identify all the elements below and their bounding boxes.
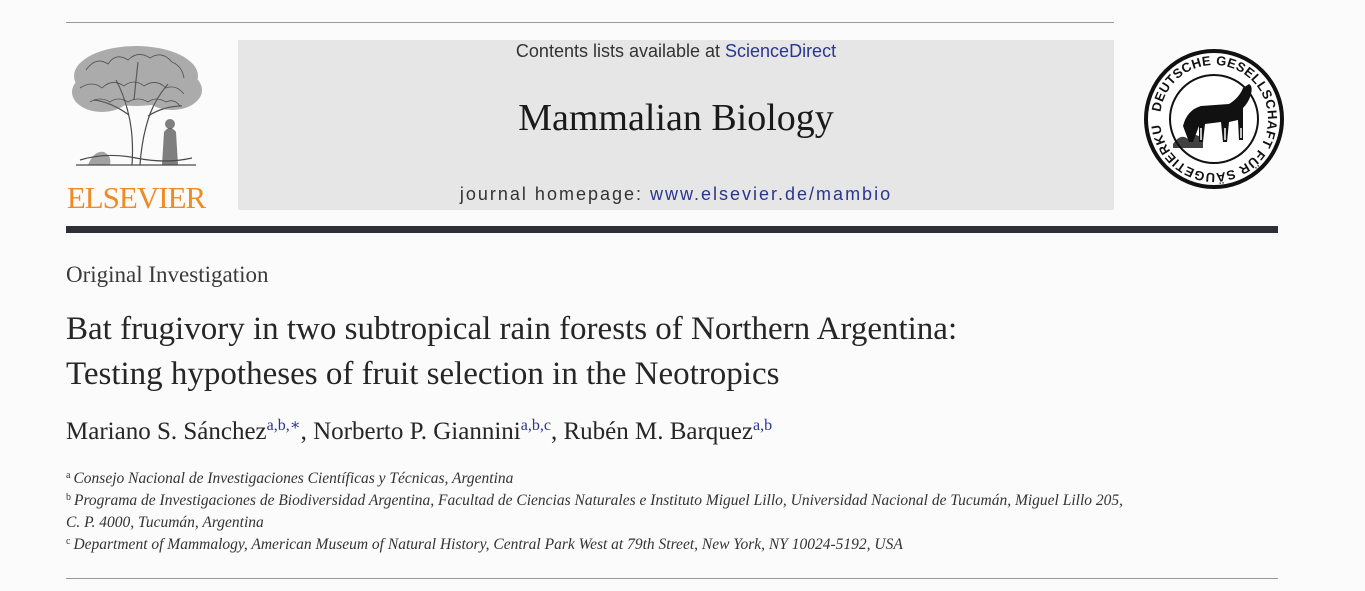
author-separator: ,	[300, 418, 314, 445]
bottom-rule	[66, 578, 1278, 579]
header-divider	[66, 226, 1278, 233]
publisher-logo[interactable]: ELSEVIER	[66, 40, 206, 215]
homepage-prefix: journal homepage:	[459, 184, 650, 204]
okapi-icon	[1173, 84, 1252, 148]
contents-line: Contents lists available at ScienceDirec…	[238, 41, 1114, 62]
publisher-name: ELSEVIER	[66, 180, 206, 215]
affiliation-mark: b	[66, 492, 71, 503]
affiliation-mark: a	[66, 470, 71, 481]
author-name[interactable]: Rubén M. Barquez	[563, 418, 753, 445]
contents-prefix: Contents lists available at	[515, 41, 726, 61]
affiliation-item: c Department of Mammalogy, American Museu…	[66, 534, 1286, 556]
affiliation-text: Department of Mammalogy, American Museum…	[73, 536, 903, 553]
tree-icon	[72, 46, 202, 166]
journal-title: Mammalian Biology	[518, 97, 834, 139]
affiliation-continuation: C. P. 4000, Tucumán, Argentina	[66, 514, 264, 531]
society-seal-logo: DEUTSCHE GESELLSCHAFT FÜR SÄUGETIERKUNDE…	[1138, 36, 1285, 190]
top-rule	[66, 22, 1114, 23]
article-title-line-1: Bat frugivory in two subtropical rain fo…	[66, 311, 958, 347]
article-type: Original Investigation	[66, 262, 269, 287]
affiliation-item: b Programa de Investigaciones de Biodiver…	[66, 490, 1286, 512]
homepage-line: journal homepage: www.elsevier.de/mambio	[238, 184, 1114, 205]
affiliation-text: Programa de Investigaciones de Biodivers…	[74, 492, 1124, 509]
author-list: Mariano S. Sáncheza,b,∗, Norberto P. Gia…	[66, 418, 772, 446]
affiliation-marks[interactable]: a,b	[753, 417, 773, 434]
sciencedirect-link[interactable]: ScienceDirect	[725, 41, 837, 61]
article-title: Bat frugivory in two subtropical rain fo…	[66, 307, 1266, 397]
author-separator: ,	[550, 418, 564, 445]
affiliation-mark: c	[66, 536, 71, 547]
journal-homepage-link[interactable]: www.elsevier.de/mambio	[650, 184, 893, 204]
affiliation-marks[interactable]: a,b,∗	[266, 417, 301, 434]
author-name[interactable]: Norberto P. Giannini	[313, 418, 521, 445]
author-name[interactable]: Mariano S. Sánchez	[66, 418, 267, 445]
affiliation-list: a Consejo Nacional de Investigaciones Cie…	[66, 468, 1286, 556]
affiliation-marks[interactable]: a,b,c	[520, 417, 551, 434]
article-title-line-2: Testing hypotheses of fruit selection in…	[66, 356, 780, 392]
affiliation-text: Consejo Nacional de Investigaciones Cien…	[73, 470, 514, 487]
affiliation-item: a Consejo Nacional de Investigaciones Cie…	[66, 468, 1286, 490]
journal-masthead: Contents lists available at ScienceDirec…	[238, 40, 1114, 210]
